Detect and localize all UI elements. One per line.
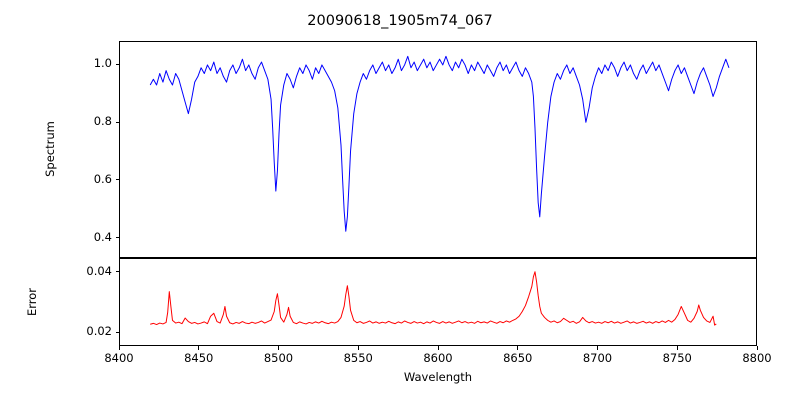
x-tick-label: 8650 <box>503 351 533 365</box>
error-line-chart <box>150 271 717 326</box>
x-tick-mark <box>676 346 678 350</box>
x-tick-label: 8450 <box>184 351 214 365</box>
x-tick-label: 8700 <box>582 351 613 365</box>
x-tick-mark <box>357 346 359 350</box>
spectrum-y-tick-mark <box>115 121 119 123</box>
x-tick-mark <box>437 346 439 350</box>
spectrum-y-tick-mark <box>115 179 119 181</box>
error-y-tick-label: 0.04 <box>86 263 112 278</box>
spectrum-plot-area <box>119 41 757 258</box>
spectrum-y-tick-mark <box>115 237 119 239</box>
spectrum-line-chart <box>149 55 730 232</box>
x-tick-mark <box>278 346 280 350</box>
y-axis-label-spectrum: Spectrum <box>43 121 57 177</box>
spectrum-series-line <box>149 55 730 232</box>
x-tick-mark <box>756 346 758 350</box>
x-tick-mark <box>597 346 599 350</box>
error-series-line <box>150 271 717 326</box>
y-axis-label-error: Error <box>25 287 39 317</box>
x-tick-label: 8800 <box>742 351 772 365</box>
spectrum-y-tick-mark <box>115 63 119 65</box>
x-tick-mark <box>517 346 519 350</box>
error-y-tick-label: 0.02 <box>86 324 112 339</box>
x-axis-label: Wavelength <box>403 370 473 384</box>
x-tick-label: 8750 <box>662 351 692 365</box>
x-tick-mark <box>118 346 120 350</box>
x-tick-label: 8400 <box>104 351 134 365</box>
page-title: 20090618_1905m74_067 <box>307 13 493 29</box>
spectrum-y-tick-label: 0.4 <box>93 229 112 244</box>
error-y-tick-mark <box>115 271 119 273</box>
x-tick-label: 8550 <box>343 351 373 365</box>
x-tick-label: 8600 <box>423 351 453 365</box>
error-y-tick-mark <box>115 331 119 333</box>
error-plot-area <box>119 258 757 346</box>
spectrum-y-tick-label: 0.8 <box>93 114 112 128</box>
x-tick-mark <box>198 346 200 350</box>
x-tick-label: 8500 <box>263 351 294 365</box>
spectrum-y-tick-label: 1.0 <box>93 56 112 71</box>
spectrum-y-tick-label: 0.6 <box>93 171 112 186</box>
